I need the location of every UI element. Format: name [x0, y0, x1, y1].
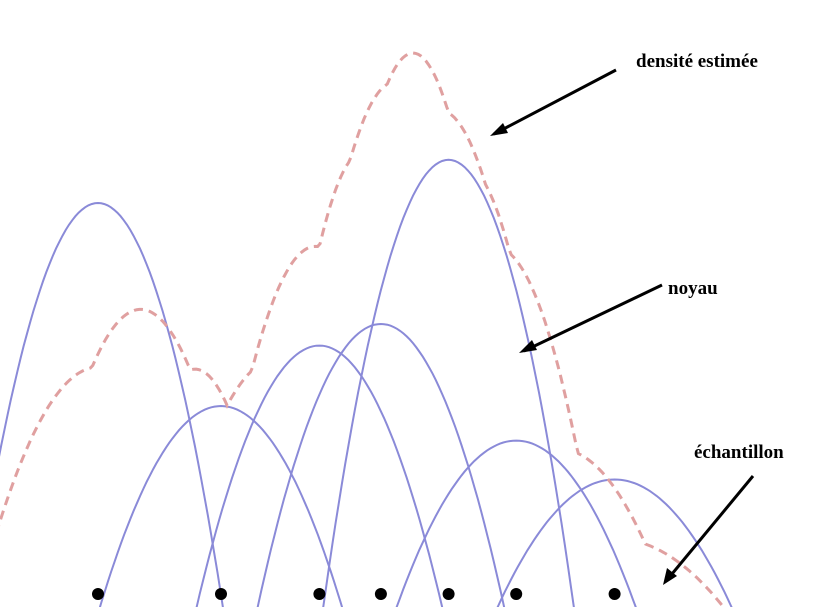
- kernel-curve: [322, 158, 575, 607]
- sample-label: échantillon: [694, 442, 784, 463]
- sample-point: [92, 588, 104, 600]
- kernel-curves: [0, 158, 733, 607]
- sample-points: [92, 588, 621, 600]
- kernel-label: noyau: [668, 278, 718, 299]
- sample-arrow: [665, 475, 755, 581]
- kernel-arrow-head: [519, 340, 537, 353]
- sample-point: [442, 588, 455, 600]
- kernel-curve: [195, 344, 444, 607]
- sample-point: [215, 588, 227, 600]
- sample-point: [608, 588, 621, 600]
- kernel-curve: [256, 322, 506, 607]
- kernel-curve: [98, 404, 344, 607]
- kernel-curve: [0, 201, 224, 607]
- kernel-curve: [496, 478, 733, 607]
- sample-point: [374, 588, 387, 600]
- sample-point: [313, 588, 326, 600]
- density-arrow-head: [490, 123, 508, 136]
- sample-point: [510, 588, 523, 600]
- estimated-density-curve: [0, 51, 726, 607]
- kernel-arrow: [523, 283, 663, 353]
- kernel-curve: [395, 439, 637, 607]
- density-arrow: [493, 68, 617, 136]
- sample-arrow-head: [663, 568, 677, 585]
- estimated-density-label: densité estimée: [636, 51, 758, 72]
